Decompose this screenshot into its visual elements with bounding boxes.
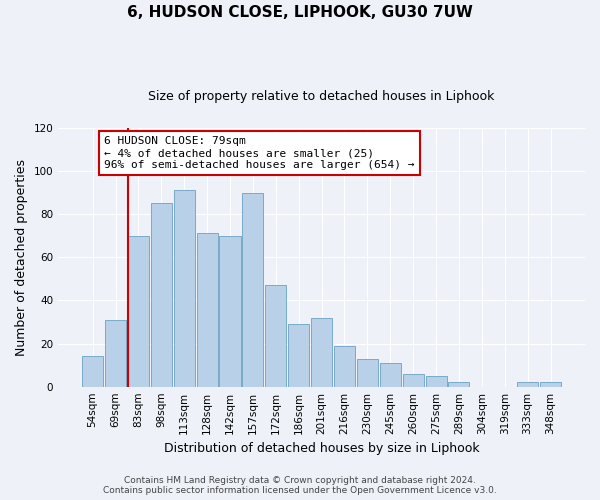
Bar: [425, 376, 446, 386]
Bar: [265, 286, 286, 386]
Bar: [151, 204, 172, 386]
Text: Contains HM Land Registry data © Crown copyright and database right 2024.
Contai: Contains HM Land Registry data © Crown c…: [103, 476, 497, 495]
X-axis label: Distribution of detached houses by size in Liphook: Distribution of detached houses by size …: [164, 442, 479, 455]
Bar: [82, 356, 103, 386]
Bar: [334, 346, 355, 387]
Bar: [288, 324, 309, 386]
Title: Size of property relative to detached houses in Liphook: Size of property relative to detached ho…: [148, 90, 495, 103]
Bar: [128, 236, 149, 386]
Text: 6, HUDSON CLOSE, LIPHOOK, GU30 7UW: 6, HUDSON CLOSE, LIPHOOK, GU30 7UW: [127, 5, 473, 20]
Bar: [517, 382, 538, 386]
Bar: [105, 320, 126, 386]
Bar: [448, 382, 469, 386]
Bar: [197, 234, 218, 386]
Bar: [173, 190, 195, 386]
Bar: [540, 382, 561, 386]
Text: 6 HUDSON CLOSE: 79sqm
← 4% of detached houses are smaller (25)
96% of semi-detac: 6 HUDSON CLOSE: 79sqm ← 4% of detached h…: [104, 136, 415, 170]
Bar: [403, 374, 424, 386]
Bar: [242, 192, 263, 386]
Y-axis label: Number of detached properties: Number of detached properties: [15, 158, 28, 356]
Bar: [357, 358, 378, 386]
Bar: [220, 236, 241, 386]
Bar: [380, 363, 401, 386]
Bar: [311, 318, 332, 386]
